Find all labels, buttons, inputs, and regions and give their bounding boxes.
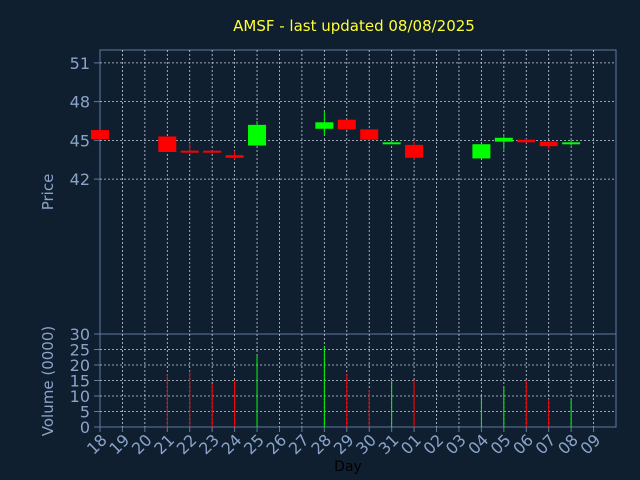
candle-body	[158, 136, 177, 152]
price-tick-label: 45	[70, 131, 90, 150]
candle-body	[91, 130, 109, 140]
price-tick-label: 48	[70, 93, 90, 112]
volume-tick-label: 5	[80, 403, 90, 422]
candle-body	[405, 144, 424, 158]
volume-tick-label: 30	[70, 325, 90, 344]
chart-title: AMSF - last updated 08/08/2025	[233, 17, 475, 35]
candle-body	[337, 119, 356, 130]
candle-body	[360, 129, 379, 140]
price-panel: 42 45 48 51	[70, 49, 617, 335]
volume-tick-label: 0	[80, 418, 90, 437]
candle-body	[225, 155, 244, 158]
price-tick-label: 42	[70, 170, 90, 189]
y-axis-label-volume: Volume (0000)	[39, 326, 57, 436]
candle-body	[494, 137, 513, 142]
candle-body	[180, 150, 199, 153]
y-axis-label-price: Price	[39, 174, 57, 211]
candle-body	[248, 124, 267, 146]
candle-body	[203, 150, 222, 153]
candle-body	[539, 141, 558, 147]
price-tick-label: 51	[70, 54, 90, 73]
candle-body	[472, 144, 491, 159]
volume-tick-label: 10	[70, 387, 90, 406]
candle-body	[562, 142, 581, 145]
x-axis-label: Day	[334, 459, 362, 475]
candle-body	[382, 142, 401, 145]
volume-tick-label: 15	[70, 372, 90, 391]
candle-body	[517, 139, 536, 143]
volume-tick-label: 20	[70, 356, 90, 375]
price-frame	[99, 49, 617, 335]
candle-body	[315, 122, 334, 129]
volume-tick-label: 25	[70, 341, 90, 360]
